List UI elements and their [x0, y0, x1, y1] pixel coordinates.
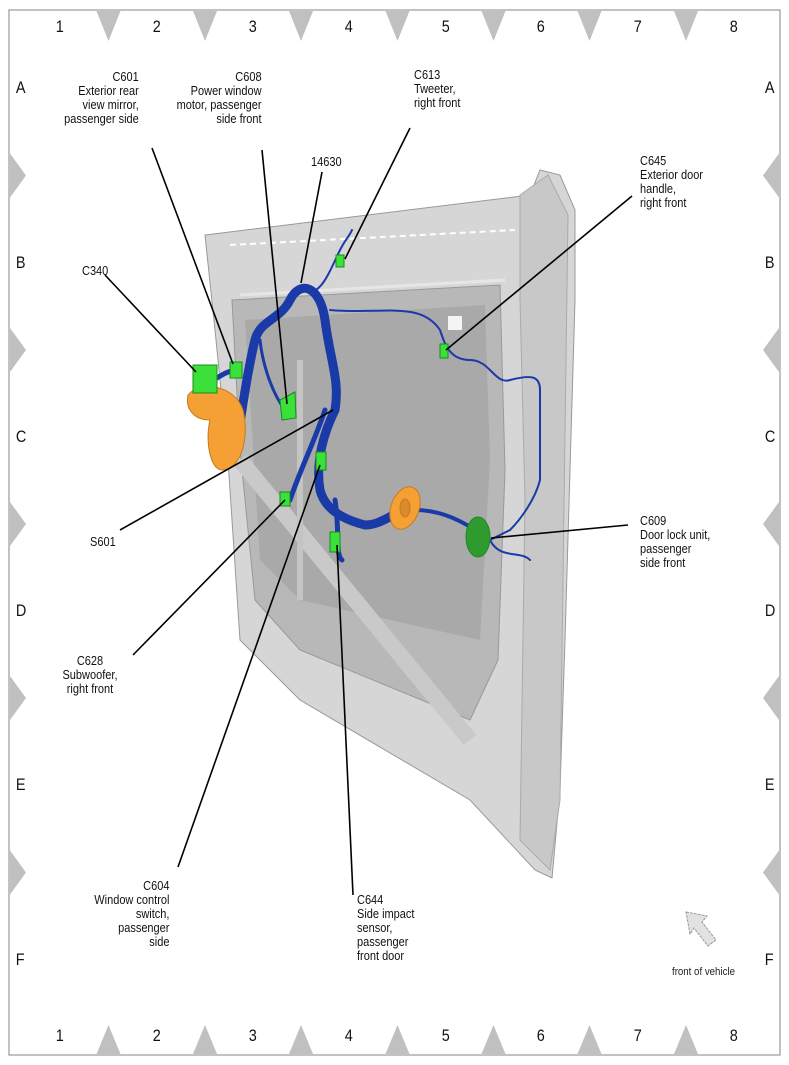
grid-marker-left	[10, 502, 26, 546]
leader-lines	[104, 127, 633, 896]
connector-c613	[335, 254, 345, 268]
callout-c644: C644 Side impact sensor, passenger front…	[357, 893, 415, 963]
callout-c604: C604 Window control switch, passenger si…	[93, 879, 169, 949]
grid-column-label-bottom: 4	[344, 1026, 353, 1045]
connector-c644	[329, 531, 341, 553]
grid-row-label-right: F	[764, 950, 774, 969]
grid-marker-bottom	[96, 1025, 121, 1054]
grid-marker-left	[10, 676, 26, 720]
callout-c628: C628 Subwoofer, right front	[62, 654, 118, 696]
grid-marker-top	[193, 11, 217, 41]
grid-marker-right	[763, 850, 779, 895]
grid-marker-left	[10, 153, 26, 198]
grid-row-label-left: B	[15, 253, 26, 272]
callout-c608: C608 Power window motor, passenger side …	[176, 70, 262, 126]
grid-marker-top	[481, 11, 506, 41]
grid-column-label-bottom: 3	[248, 1026, 257, 1045]
grid-column-label-bottom: 7	[633, 1026, 642, 1045]
grid-marker-bottom	[674, 1025, 698, 1054]
grid-row-label-right: D	[764, 601, 776, 620]
grid-column-label-bottom: 8	[729, 1026, 738, 1045]
grid-row-label-left: F	[15, 950, 25, 969]
grid-column-label-bottom: 2	[152, 1026, 161, 1045]
callout-c340: C340	[82, 264, 109, 278]
grid-marker-right	[763, 676, 779, 720]
callout-c613: C613 Tweeter, right front	[414, 68, 461, 110]
grid-column-label-top: 3	[248, 17, 257, 36]
grid-marker-top	[289, 11, 313, 41]
grid-column-label-top: 5	[441, 17, 450, 36]
connector-c340	[192, 364, 218, 394]
grid-marker-right	[763, 153, 779, 198]
grid-column-label-top: 4	[344, 17, 353, 36]
grid-marker-top	[385, 11, 410, 41]
grid-row-label-left: C	[15, 427, 27, 446]
grid-column-label-top: 8	[729, 17, 738, 36]
grid-column-label-top: 2	[152, 17, 161, 36]
frame-border	[8, 9, 781, 1056]
connector-c609	[465, 516, 491, 558]
callout-c645: C645 Exterior door handle, right front	[640, 154, 703, 210]
handle-opening	[448, 316, 462, 330]
connector-c601	[229, 361, 243, 379]
grid-marker-right	[763, 502, 779, 546]
grid-marker-bottom	[577, 1025, 602, 1054]
grid-marker-bottom	[385, 1025, 410, 1054]
grid-row-label-right: E	[764, 775, 775, 794]
grid-marker-bottom	[289, 1025, 313, 1054]
front-of-vehicle-arrow-icon	[685, 911, 717, 947]
grid-column-label-bottom: 6	[536, 1026, 545, 1045]
grid-row-label-left: A	[15, 78, 26, 97]
grid-marker-right	[763, 328, 779, 372]
door-panel	[204, 169, 576, 879]
grid-row-label-right: A	[764, 78, 775, 97]
connectors	[192, 254, 491, 558]
grid-column-label-top: 1	[55, 17, 64, 36]
grid-row-label-left: E	[15, 775, 26, 794]
grid-marker-left	[10, 328, 26, 372]
grid-column-label-top: 7	[633, 17, 642, 36]
grid-marker-bottom	[481, 1025, 506, 1054]
grid-marker-left	[10, 850, 26, 895]
callout-14630: 14630	[311, 155, 342, 169]
grid-column-label-bottom: 5	[441, 1026, 450, 1045]
grid-marker-top	[674, 11, 698, 41]
grid-marker-top	[577, 11, 602, 41]
wiring-harness	[202, 229, 541, 563]
orange-components	[186, 386, 421, 530]
grid-row-label-left: D	[15, 601, 27, 620]
connector-c608	[279, 391, 297, 421]
grid-column-label-bottom: 1	[55, 1026, 64, 1045]
grid-row-label-right: C	[764, 427, 776, 446]
grid-marker-top	[96, 11, 121, 41]
grid-column-label-top: 6	[536, 17, 545, 36]
grid-row-label-right: B	[764, 253, 775, 272]
front-of-vehicle-label: front of vehicle	[672, 966, 735, 978]
connector-c628	[279, 491, 291, 507]
grid-marker-bottom	[193, 1025, 217, 1054]
callout-c601: C601 Exterior rear view mirror, passenge…	[64, 70, 139, 126]
callout-s601: S601	[90, 535, 116, 549]
connector-c604	[315, 451, 327, 471]
callout-c609: C609 Door lock unit, passenger side fron…	[640, 514, 711, 570]
connector-c645	[439, 343, 449, 359]
